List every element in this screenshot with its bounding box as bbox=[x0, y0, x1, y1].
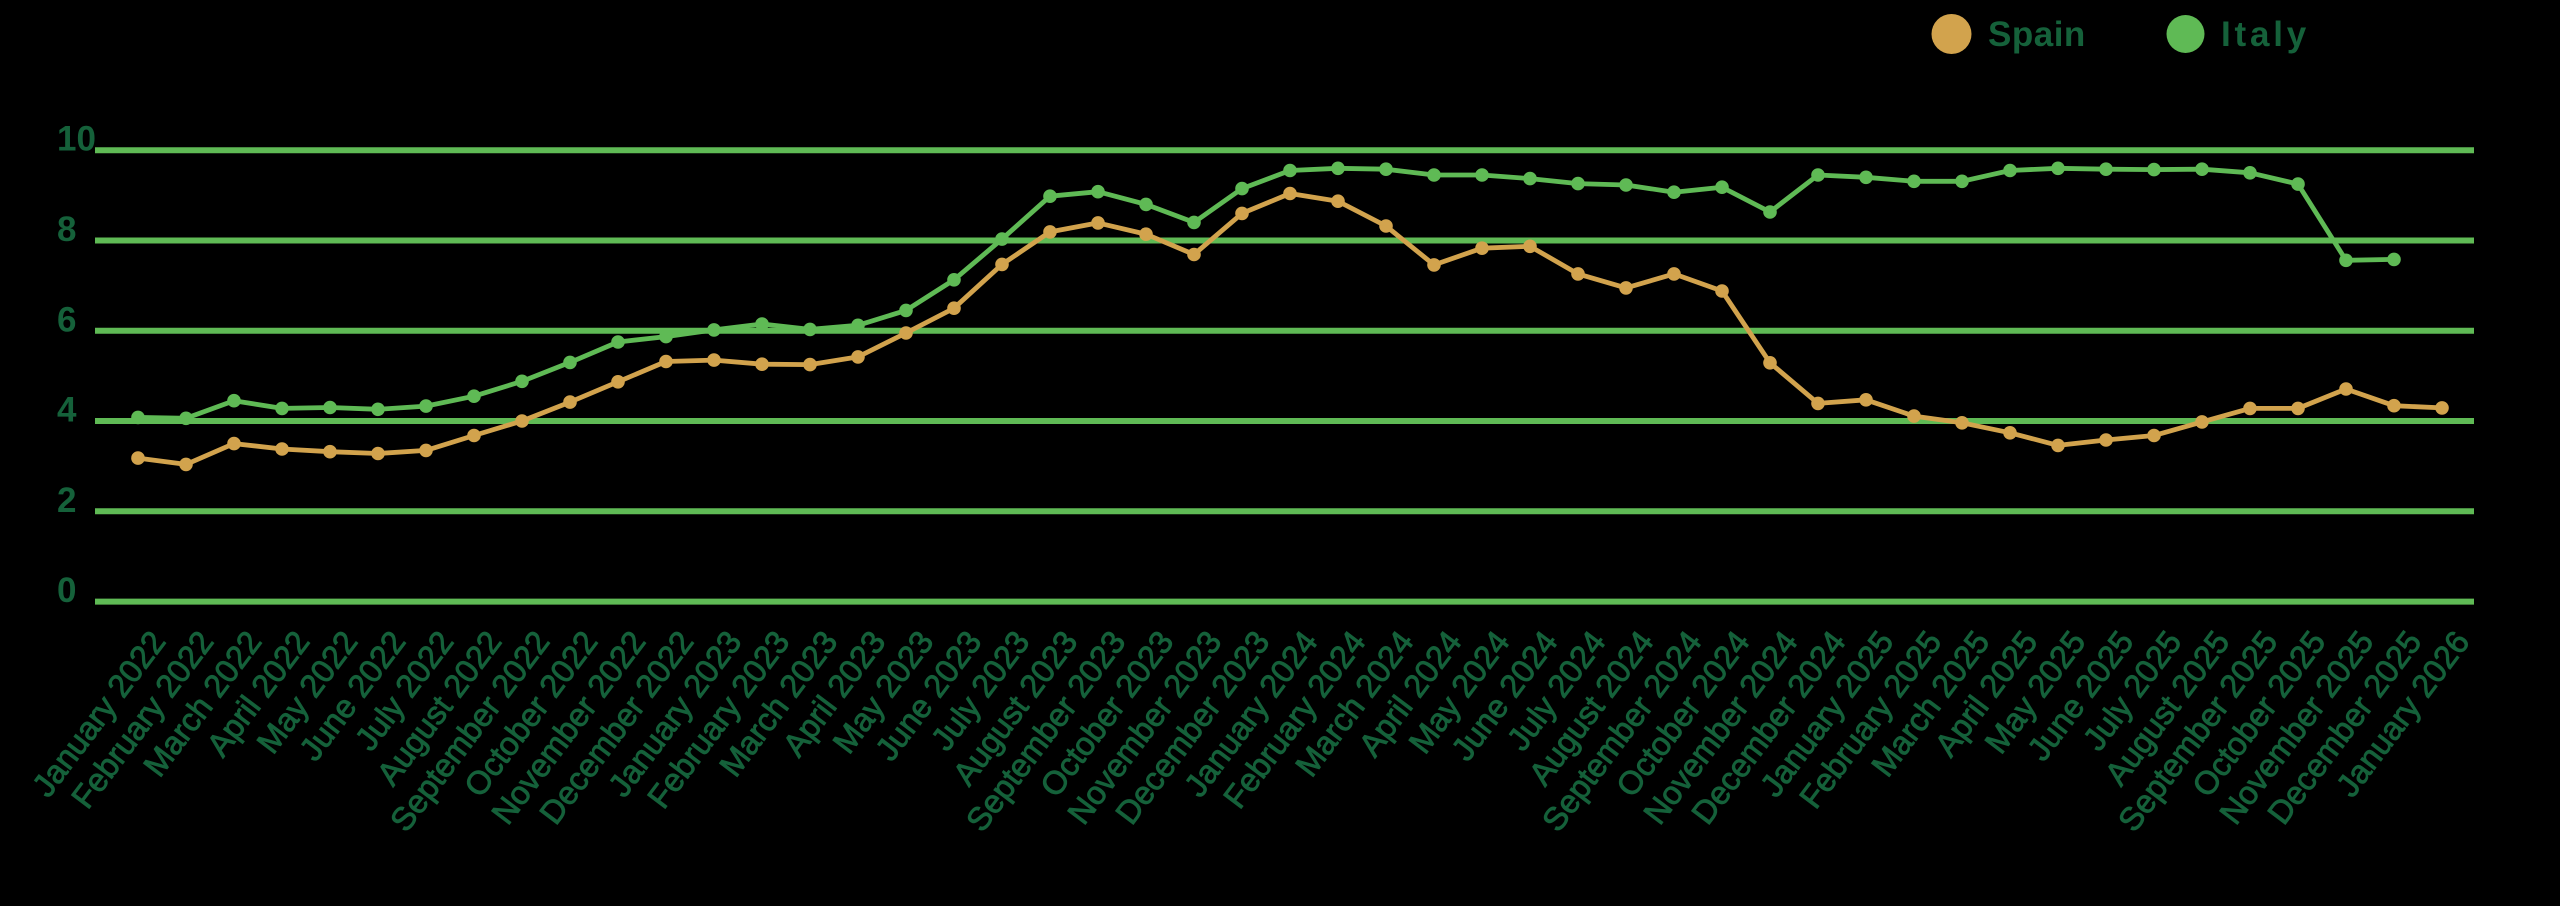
svg-text:Italy: Italy bbox=[2221, 15, 2310, 54]
svg-text:0: 0 bbox=[57, 571, 76, 610]
svg-text:2: 2 bbox=[57, 481, 76, 520]
svg-text:6: 6 bbox=[57, 300, 76, 339]
svg-text:10: 10 bbox=[57, 120, 96, 159]
svg-text:8: 8 bbox=[57, 210, 76, 249]
svg-text:4: 4 bbox=[57, 391, 77, 430]
svg-text:Spain: Spain bbox=[1988, 15, 2086, 54]
